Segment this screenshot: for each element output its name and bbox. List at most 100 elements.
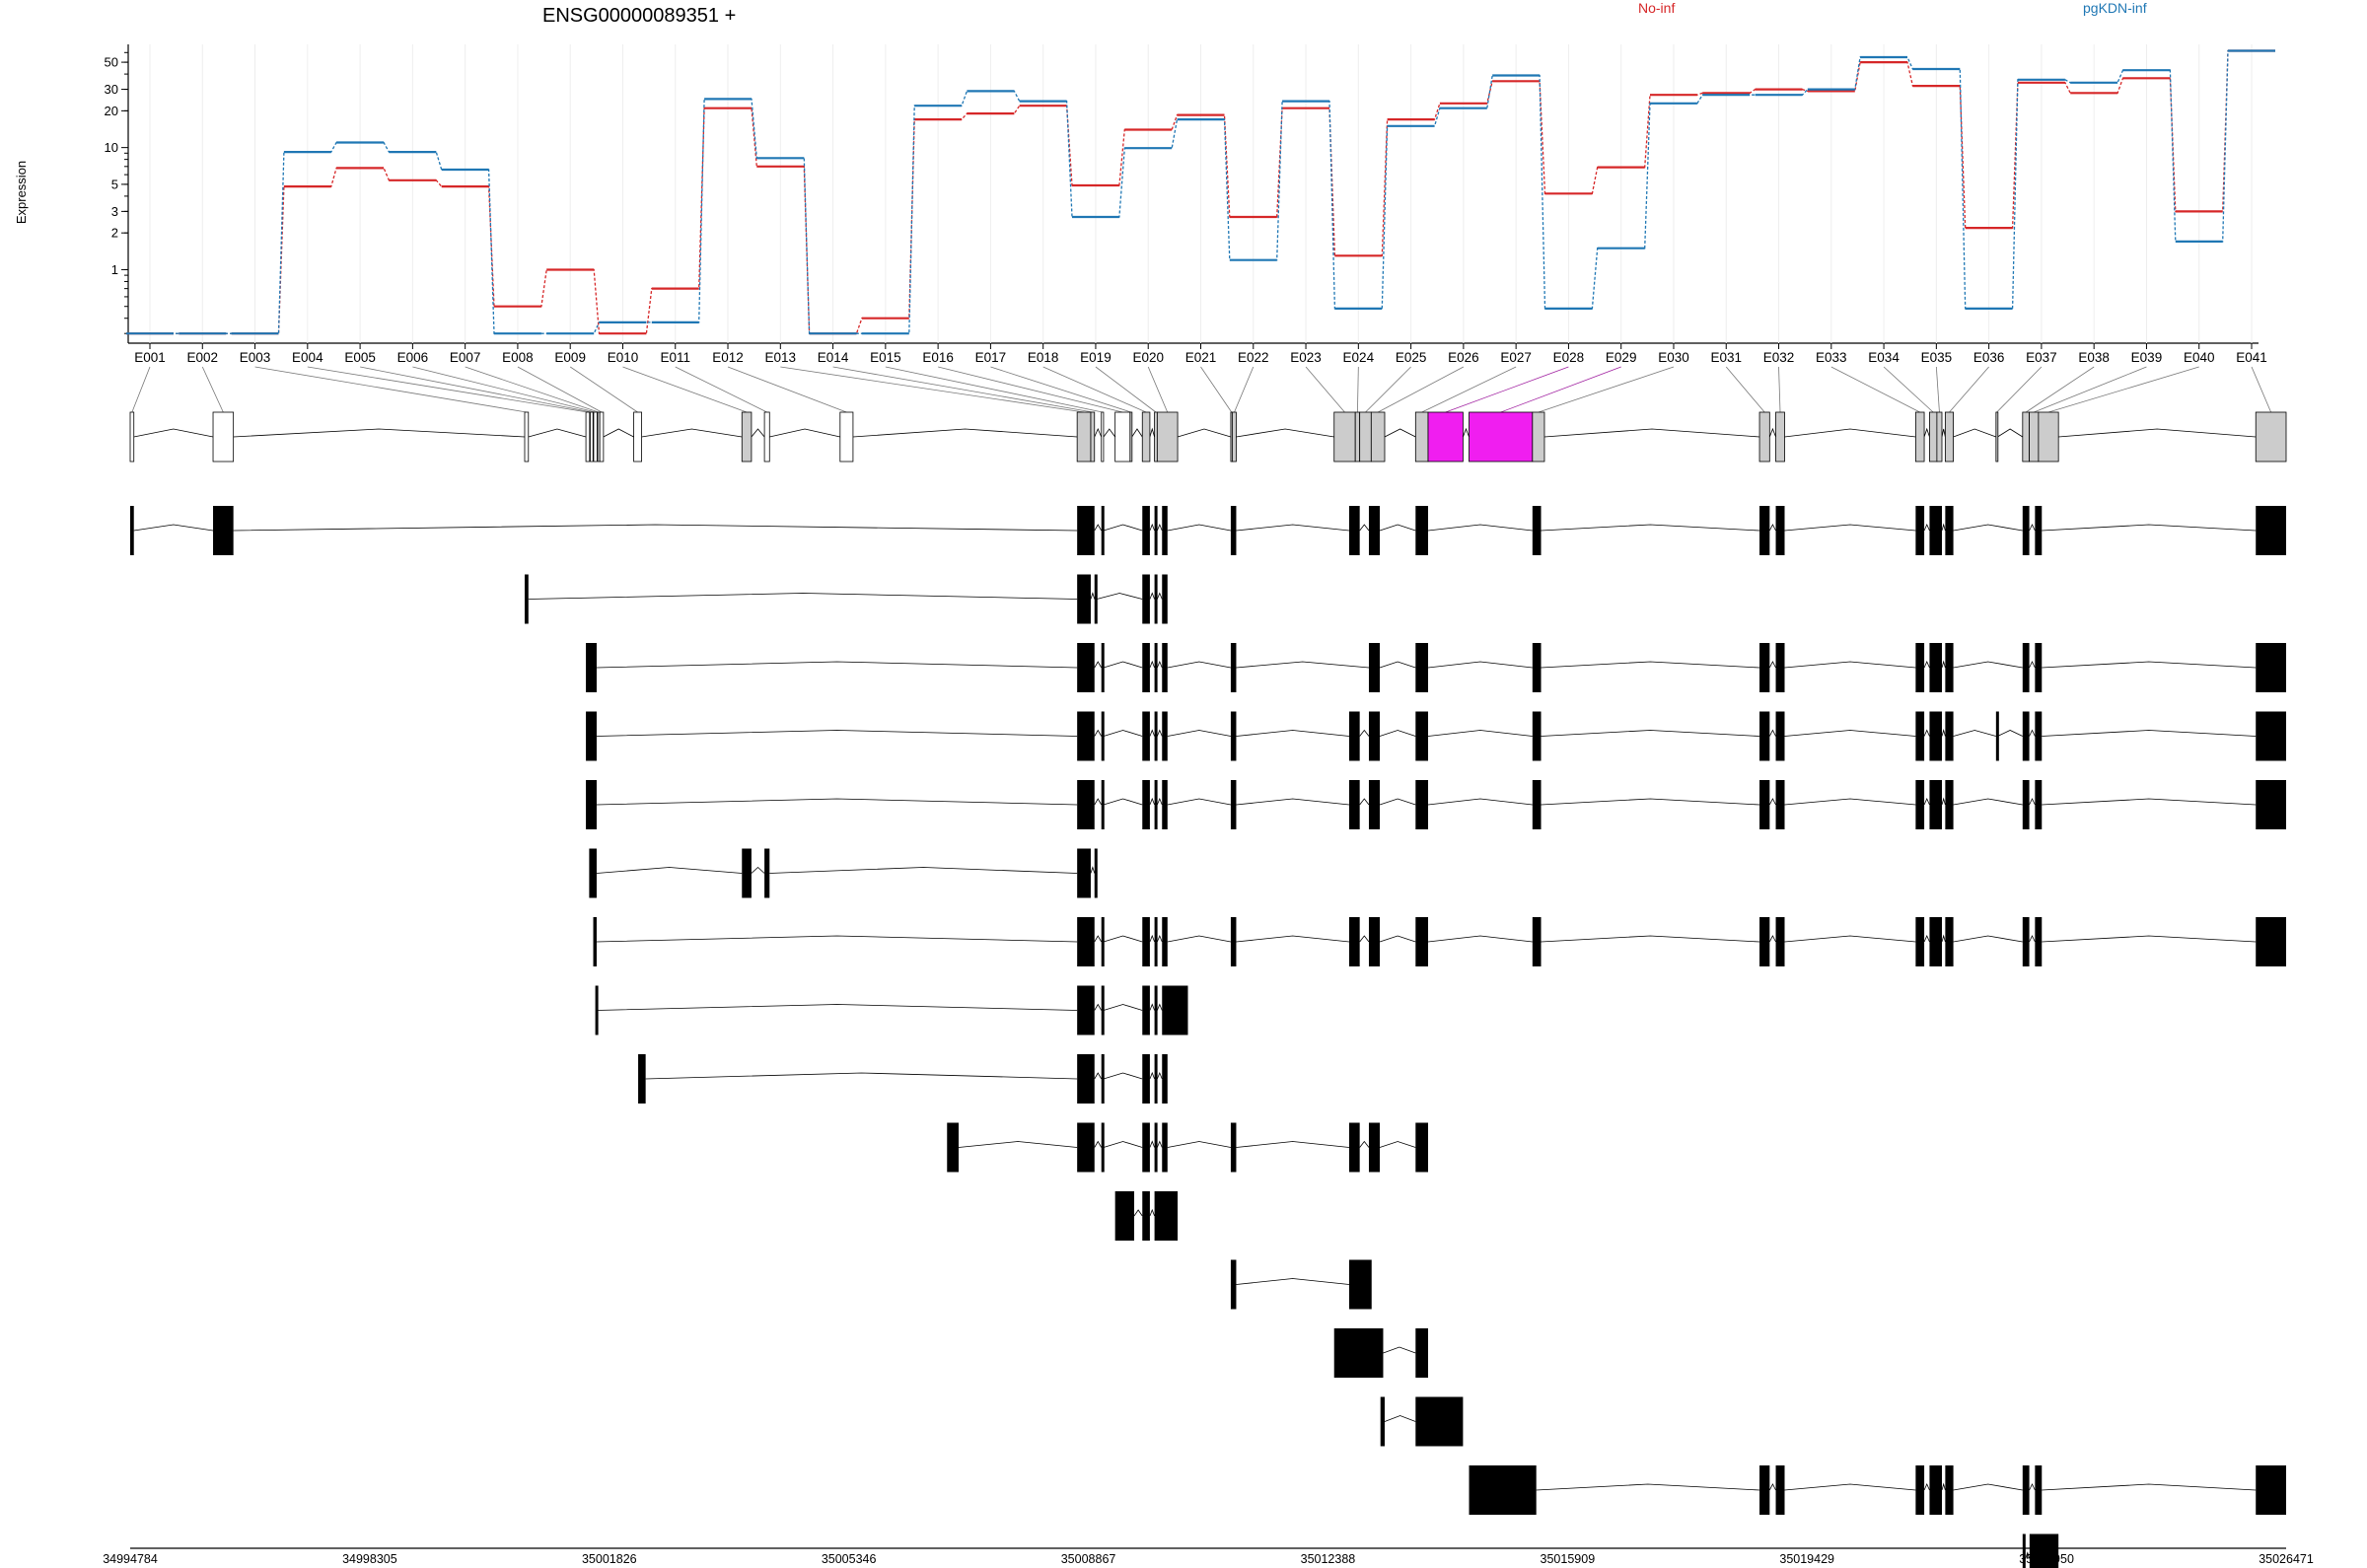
intron-link — [1149, 427, 1155, 438]
transcript-intron — [1103, 798, 1143, 806]
exon-box-e035 — [1936, 411, 1943, 463]
exon-label: E022 — [1238, 350, 1269, 365]
transcript-exon — [1154, 1054, 1158, 1104]
exon-label: E034 — [1868, 350, 1900, 365]
transcript-intron — [1236, 730, 1350, 737]
exon-label: E018 — [1028, 350, 1059, 365]
transcript-exon — [2256, 506, 2286, 555]
transcript-intron — [1923, 729, 1930, 737]
transcript-intron — [1156, 1003, 1163, 1011]
transcript-intron — [1541, 730, 1760, 737]
transcript-exon — [1348, 1259, 1372, 1310]
transcript-intron — [1953, 1483, 2023, 1491]
exon-link — [1996, 366, 2043, 413]
exon-label: E019 — [1080, 350, 1112, 365]
transcript-intron — [1094, 1140, 1103, 1148]
transcript-exon — [1077, 711, 1095, 761]
transcript-exon — [1775, 780, 1785, 829]
y-tick-label: 5 — [111, 177, 118, 191]
exon-link — [1538, 366, 1675, 413]
transcript-intron — [1133, 1209, 1143, 1217]
exon-label: E017 — [975, 350, 1007, 365]
transcript-exon — [638, 1054, 646, 1104]
transcript-exon — [1077, 574, 1091, 624]
transcript-intron — [1941, 660, 1946, 669]
exon-box-e031 — [1758, 411, 1770, 463]
exon-link — [1778, 366, 1781, 413]
exon-label: E031 — [1710, 350, 1742, 365]
transcript-intron — [2042, 1483, 2257, 1491]
transcript-intron — [1149, 1208, 1155, 1217]
transcript-intron — [1090, 592, 1096, 600]
transcript-exon — [1415, 917, 1429, 966]
transcript-exon — [586, 643, 597, 692]
exon-box-e022 — [1232, 411, 1237, 463]
transcript-exon — [1415, 1328, 1429, 1378]
transcript-intron — [596, 1004, 1078, 1011]
transcript-exon — [1945, 917, 1954, 966]
exon-link — [1095, 366, 1157, 413]
transcript-intron — [1379, 524, 1416, 532]
exon-label: E006 — [397, 350, 429, 365]
transcript-exon — [1154, 643, 1158, 692]
transcript-exon — [1415, 711, 1429, 761]
y-tick-label: 3 — [111, 204, 118, 219]
exon-label: E004 — [292, 350, 323, 365]
exon-box-e037 — [1995, 411, 1999, 463]
transcript-exon — [1945, 711, 1954, 761]
exon-link — [727, 366, 847, 413]
exon-link — [1725, 366, 1765, 413]
exon-link — [885, 366, 1103, 413]
exon-link — [1883, 366, 1934, 413]
transcript-intron — [596, 798, 1078, 806]
exon-box-e004 — [585, 411, 591, 463]
y-tick-label: 2 — [111, 226, 118, 241]
transcript-intron — [1167, 1141, 1232, 1148]
transcript-intron — [1784, 661, 1916, 669]
transcript-exon — [1142, 643, 1150, 692]
exon-label: E005 — [344, 350, 376, 365]
transcript-exon — [1368, 1122, 1381, 1173]
exon-label: E026 — [1448, 350, 1479, 365]
exon-box-e026 — [1370, 411, 1386, 463]
transcript-exon — [1929, 917, 1942, 966]
intron-link — [1094, 427, 1103, 438]
exon-label: E030 — [1658, 350, 1689, 365]
transcript-exon — [1230, 711, 1237, 761]
transcript-intron — [1149, 523, 1155, 532]
transcript-intron — [1149, 1140, 1155, 1148]
transcript-exon — [2035, 917, 2043, 966]
transcript-exon — [1154, 780, 1158, 829]
transcript-exon — [593, 917, 597, 966]
transcript-exon — [1380, 1396, 1385, 1447]
transcript-exon — [2256, 711, 2286, 761]
transcript-exon — [1230, 1122, 1237, 1173]
intron-link — [1941, 428, 1946, 438]
transcript-intron — [1090, 866, 1096, 874]
transcript-intron — [1149, 729, 1155, 737]
transcript-intron — [1236, 1278, 1350, 1285]
transcript-exon — [1532, 506, 1542, 555]
transcript-exon — [1775, 711, 1785, 761]
transcript-exon — [1532, 643, 1542, 692]
transcript-exon — [1162, 1122, 1168, 1173]
intron-link — [1384, 428, 1416, 438]
transcript-intron — [1156, 729, 1163, 737]
transcript-intron — [1541, 661, 1760, 669]
intron-link — [1784, 428, 1916, 438]
chart-title: ENSG00000089351 + — [542, 5, 736, 27]
legend-no-inf: No-inf — [1638, 0, 1675, 16]
transcript-exon — [2029, 1533, 2059, 1568]
transcript-exon — [2035, 780, 2043, 829]
transcript-exon — [1348, 711, 1360, 761]
transcript-exon — [1775, 917, 1785, 966]
transcript-exon — [1142, 1054, 1150, 1104]
coordinate-label: 35005346 — [822, 1552, 877, 1566]
intron-link — [751, 428, 765, 438]
exon-link — [307, 366, 589, 413]
transcript-intron — [1103, 1141, 1143, 1148]
transcripts — [130, 506, 2286, 1568]
transcript-exon — [1230, 780, 1237, 829]
exon-link — [1234, 366, 1255, 413]
exon-label: E013 — [765, 350, 797, 365]
